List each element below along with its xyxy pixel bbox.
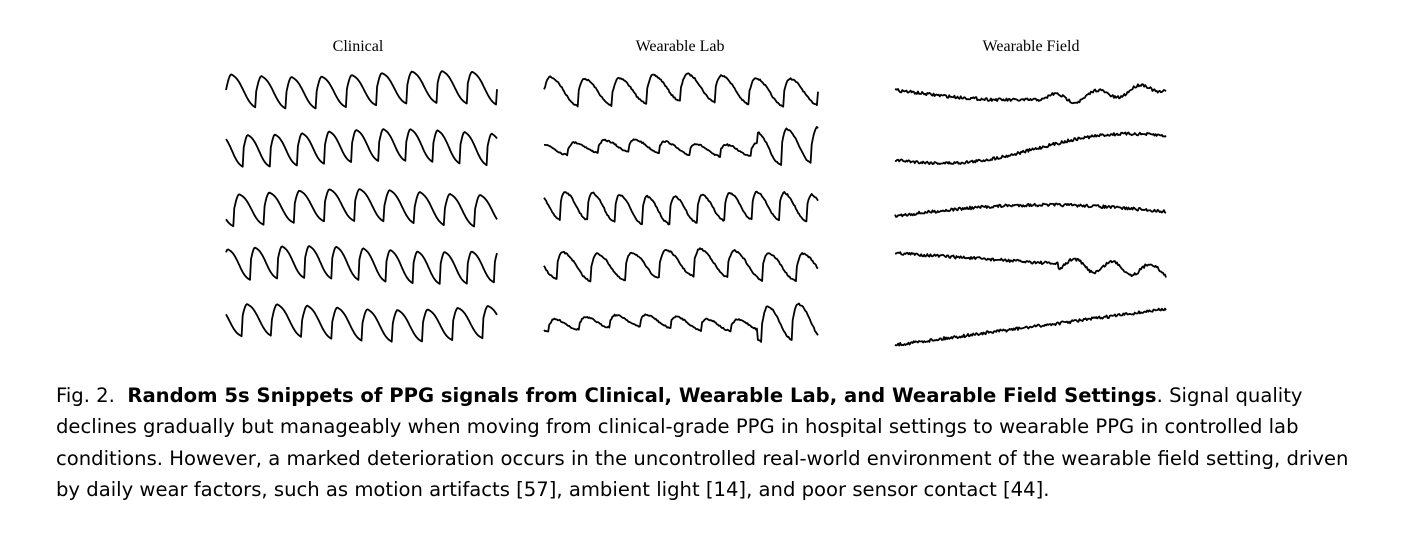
ppg-trace-field-1: [894, 83, 1167, 105]
caption-title: Random 5s Snippets of PPG signals from C…: [127, 384, 1157, 407]
ppg-trace-lab-3: [543, 190, 819, 226]
ppg-trace-clinical-4: [225, 245, 498, 285]
ppg-trace-lab-1: [543, 72, 819, 108]
column-title-clinical: Clinical: [332, 38, 384, 55]
ppg-figure: Clinical Wearable Lab Wearable Field: [225, 38, 1167, 347]
ppg-trace-field-2: [894, 131, 1167, 166]
ppg-trace-clinical-2: [225, 128, 498, 168]
signal-panel: [225, 70, 1167, 347]
ppg-trace-clinical-3: [225, 188, 498, 228]
column-title-wearable-field: Wearable Field: [982, 38, 1080, 55]
ppg-trace-clinical-5: [225, 303, 498, 343]
ppg-trace-lab-4: [543, 247, 819, 283]
caption-body: . Signal quality declines gradually but …: [56, 384, 1349, 502]
figure-caption: Fig. 2. Random 5s Snippets of PPG signal…: [56, 380, 1356, 506]
ppg-trace-clinical-1: [225, 70, 498, 110]
ppg-trace-field-4: [894, 251, 1167, 278]
ppg-trace-field-5: [894, 307, 1167, 347]
column-title-wearable-lab: Wearable Lab: [635, 38, 725, 55]
caption-label: Fig. 2.: [56, 384, 115, 407]
ppg-trace-field-3: [894, 202, 1167, 218]
ppg-trace-lab-2: [544, 126, 819, 166]
ppg-trace-lab-5: [543, 302, 819, 343]
